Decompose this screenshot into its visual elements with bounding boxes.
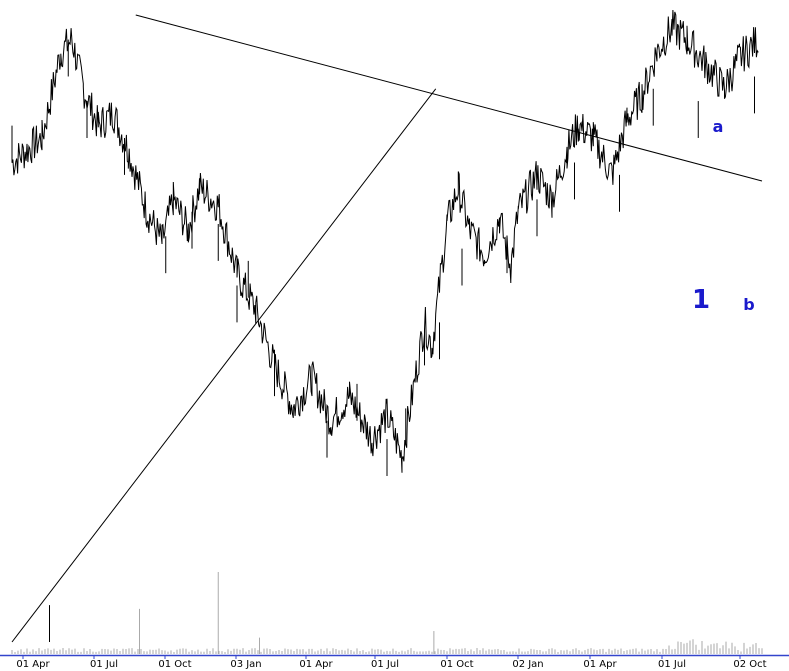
wave-label-b: b: [743, 295, 754, 314]
volume-bars: [11, 572, 763, 654]
trendlines: [11, 14, 763, 643]
x-tick-label-0: 01 Apr: [16, 659, 50, 670]
price-line: [11, 9, 759, 473]
x-tick-label-5: 01 Jul: [371, 659, 399, 670]
x-tick-label-10: 02 Oct: [733, 659, 766, 670]
x-tick-label-3: 03 Jan: [230, 659, 261, 670]
x-tick-label-2: 01 Oct: [158, 659, 191, 670]
wave-annotations: 1 a b: [692, 117, 755, 315]
x-tick-label-7: 02 Jan: [512, 659, 543, 670]
x-tick-label-6: 01 Oct: [440, 659, 473, 670]
x-tick-label-8: 01 Apr: [583, 659, 617, 670]
wave-label-a: a: [713, 117, 724, 136]
price-series: [11, 9, 759, 642]
x-tick-label-9: 01 Jul: [658, 659, 686, 670]
wave-label-1: 1: [692, 285, 710, 315]
trendline-rising: [11, 88, 437, 643]
x-tick-label-4: 01 Apr: [299, 659, 333, 670]
trendline-falling: [135, 14, 763, 182]
x-axis-ticks: 01 Apr 01 Jul 01 Oct 03 Jan 01 Apr 01 Jul 01 O…: [16, 655, 767, 670]
x-tick-label-1: 01 Jul: [90, 659, 118, 670]
